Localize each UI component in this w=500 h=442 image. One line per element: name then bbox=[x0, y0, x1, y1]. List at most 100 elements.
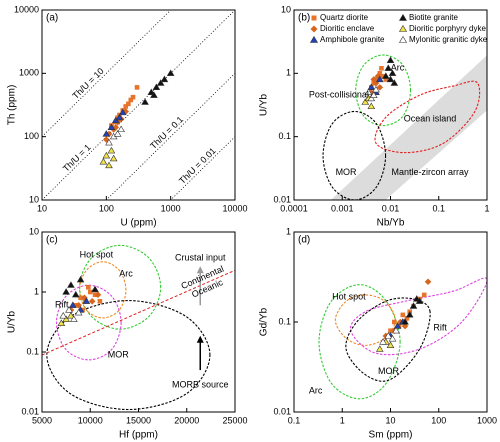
annotation: MOR bbox=[336, 167, 357, 177]
marker-triangle bbox=[62, 288, 70, 295]
marker-square bbox=[392, 319, 397, 325]
y-tick-label: 0.01 bbox=[273, 406, 291, 416]
annotation: Ocean island bbox=[404, 113, 457, 123]
arrow-head bbox=[196, 266, 204, 274]
marker-triangle bbox=[361, 98, 370, 105]
legend-label: Dioritic porphyry dyke bbox=[409, 24, 486, 33]
marker-triangle bbox=[367, 102, 376, 110]
panel-label: (a) bbox=[46, 13, 58, 24]
y-axis-label: U/Yb bbox=[7, 310, 18, 333]
field-boundary bbox=[46, 300, 211, 411]
x-tick-label: 20000 bbox=[174, 415, 199, 425]
ratio-line bbox=[42, 10, 235, 200]
x-tick-label: 1000 bbox=[161, 203, 181, 213]
plot-area bbox=[322, 54, 487, 200]
marker-triangle bbox=[115, 113, 124, 121]
ratio-label: Th/U = 0.01 bbox=[177, 146, 218, 186]
marker-triangle bbox=[105, 161, 113, 169]
marker-triangle bbox=[160, 75, 169, 83]
x-tick-label: 10 bbox=[385, 415, 395, 425]
marker-triangle bbox=[76, 275, 85, 283]
plot-area bbox=[42, 10, 235, 200]
marker-diamond bbox=[397, 318, 404, 326]
marker-triangle bbox=[107, 123, 116, 131]
y-tick-label: 1 bbox=[286, 226, 291, 236]
marker-diamond bbox=[112, 124, 120, 131]
marker-triangle bbox=[384, 64, 393, 71]
plot-frame bbox=[293, 231, 488, 413]
x-tick-label: 1 bbox=[484, 203, 489, 213]
marker-square bbox=[123, 104, 128, 109]
marker-triangle bbox=[309, 35, 319, 43]
annotation: MOR bbox=[108, 349, 129, 359]
marker-square bbox=[126, 101, 131, 107]
x-tick-label: 10 bbox=[37, 203, 47, 213]
field-boundary bbox=[355, 54, 412, 127]
y-tick-label: 10 bbox=[29, 226, 39, 236]
x-axis-label: U (ppm) bbox=[120, 218, 156, 229]
marker-triangle bbox=[91, 285, 99, 293]
marker-square bbox=[377, 71, 383, 76]
y-tick-label: 0.1 bbox=[278, 131, 291, 141]
marker-triangle bbox=[99, 157, 108, 165]
x-tick-label: 10000 bbox=[78, 415, 103, 425]
marker-square bbox=[78, 295, 83, 301]
x-tick-label: 25000 bbox=[222, 415, 247, 425]
annotation: Rift bbox=[55, 300, 69, 310]
marker-square bbox=[404, 315, 410, 321]
ratio-label: Th/U = 1 bbox=[61, 142, 93, 174]
y-axis-label: Th (ppm) bbox=[7, 85, 18, 126]
ratio-label: Th/U = 0.1 bbox=[148, 114, 185, 151]
x-tick-label: 10000 bbox=[222, 203, 247, 213]
y-tick-label: 1 bbox=[286, 68, 291, 78]
marker-triangle bbox=[415, 297, 424, 304]
y-tick-label: 0.1 bbox=[26, 346, 39, 356]
marker-triangle bbox=[152, 83, 161, 90]
marker-triangle bbox=[59, 311, 68, 319]
ratio-line bbox=[170, 136, 235, 200]
marker-triangle bbox=[386, 75, 395, 83]
marker-square bbox=[379, 66, 384, 71]
marker-triangle bbox=[367, 94, 376, 102]
marker-triangle bbox=[388, 334, 397, 342]
annotation: Rift bbox=[433, 322, 447, 332]
marker-triangle bbox=[375, 345, 384, 352]
x-axis-label: Sm (ppm) bbox=[369, 430, 413, 441]
marker-triangle bbox=[67, 311, 75, 319]
panel-label: (c) bbox=[46, 235, 58, 246]
annotation: Arc bbox=[309, 386, 323, 396]
x-tick-label: 5000 bbox=[32, 415, 52, 425]
x-axis-label: Hf (ppm) bbox=[119, 430, 158, 441]
marker-triangle bbox=[107, 146, 116, 154]
marker-triangle bbox=[364, 88, 373, 95]
y-tick-label: 0.1 bbox=[278, 316, 291, 326]
marker-triangle bbox=[105, 138, 113, 146]
marker-square bbox=[421, 292, 427, 298]
divider-line bbox=[42, 269, 235, 356]
x-tick-label: 15000 bbox=[126, 415, 151, 425]
marker-diamond bbox=[88, 297, 96, 305]
marker-triangle bbox=[384, 332, 393, 339]
annotation: Hot spot bbox=[332, 291, 366, 301]
field-boundary bbox=[345, 297, 431, 382]
marker-triangle bbox=[118, 108, 127, 116]
x-tick-label: 100 bbox=[99, 203, 114, 213]
marker-square bbox=[87, 289, 93, 295]
field-boundary bbox=[322, 110, 387, 200]
marker-triangle bbox=[65, 306, 73, 313]
marker-triangle bbox=[117, 125, 125, 133]
y-tick-label: 0.01 bbox=[21, 406, 39, 416]
annotation: Arc bbox=[391, 63, 405, 73]
ratio-line bbox=[105, 73, 235, 200]
marker-triangle bbox=[102, 151, 111, 159]
marker-diamond bbox=[94, 291, 102, 299]
y-tick-label: 10000 bbox=[14, 4, 39, 14]
y-axis-label: U/Yb bbox=[259, 93, 270, 116]
plot-frame bbox=[41, 9, 236, 201]
panel-label: (d) bbox=[298, 235, 310, 246]
marker-triangle bbox=[74, 308, 83, 316]
legend-label: Amphibole granite bbox=[320, 35, 385, 44]
marker-triangle bbox=[409, 302, 418, 309]
x-tick-label: 0.1 bbox=[288, 415, 301, 425]
y-tick-label: 10 bbox=[29, 194, 39, 204]
